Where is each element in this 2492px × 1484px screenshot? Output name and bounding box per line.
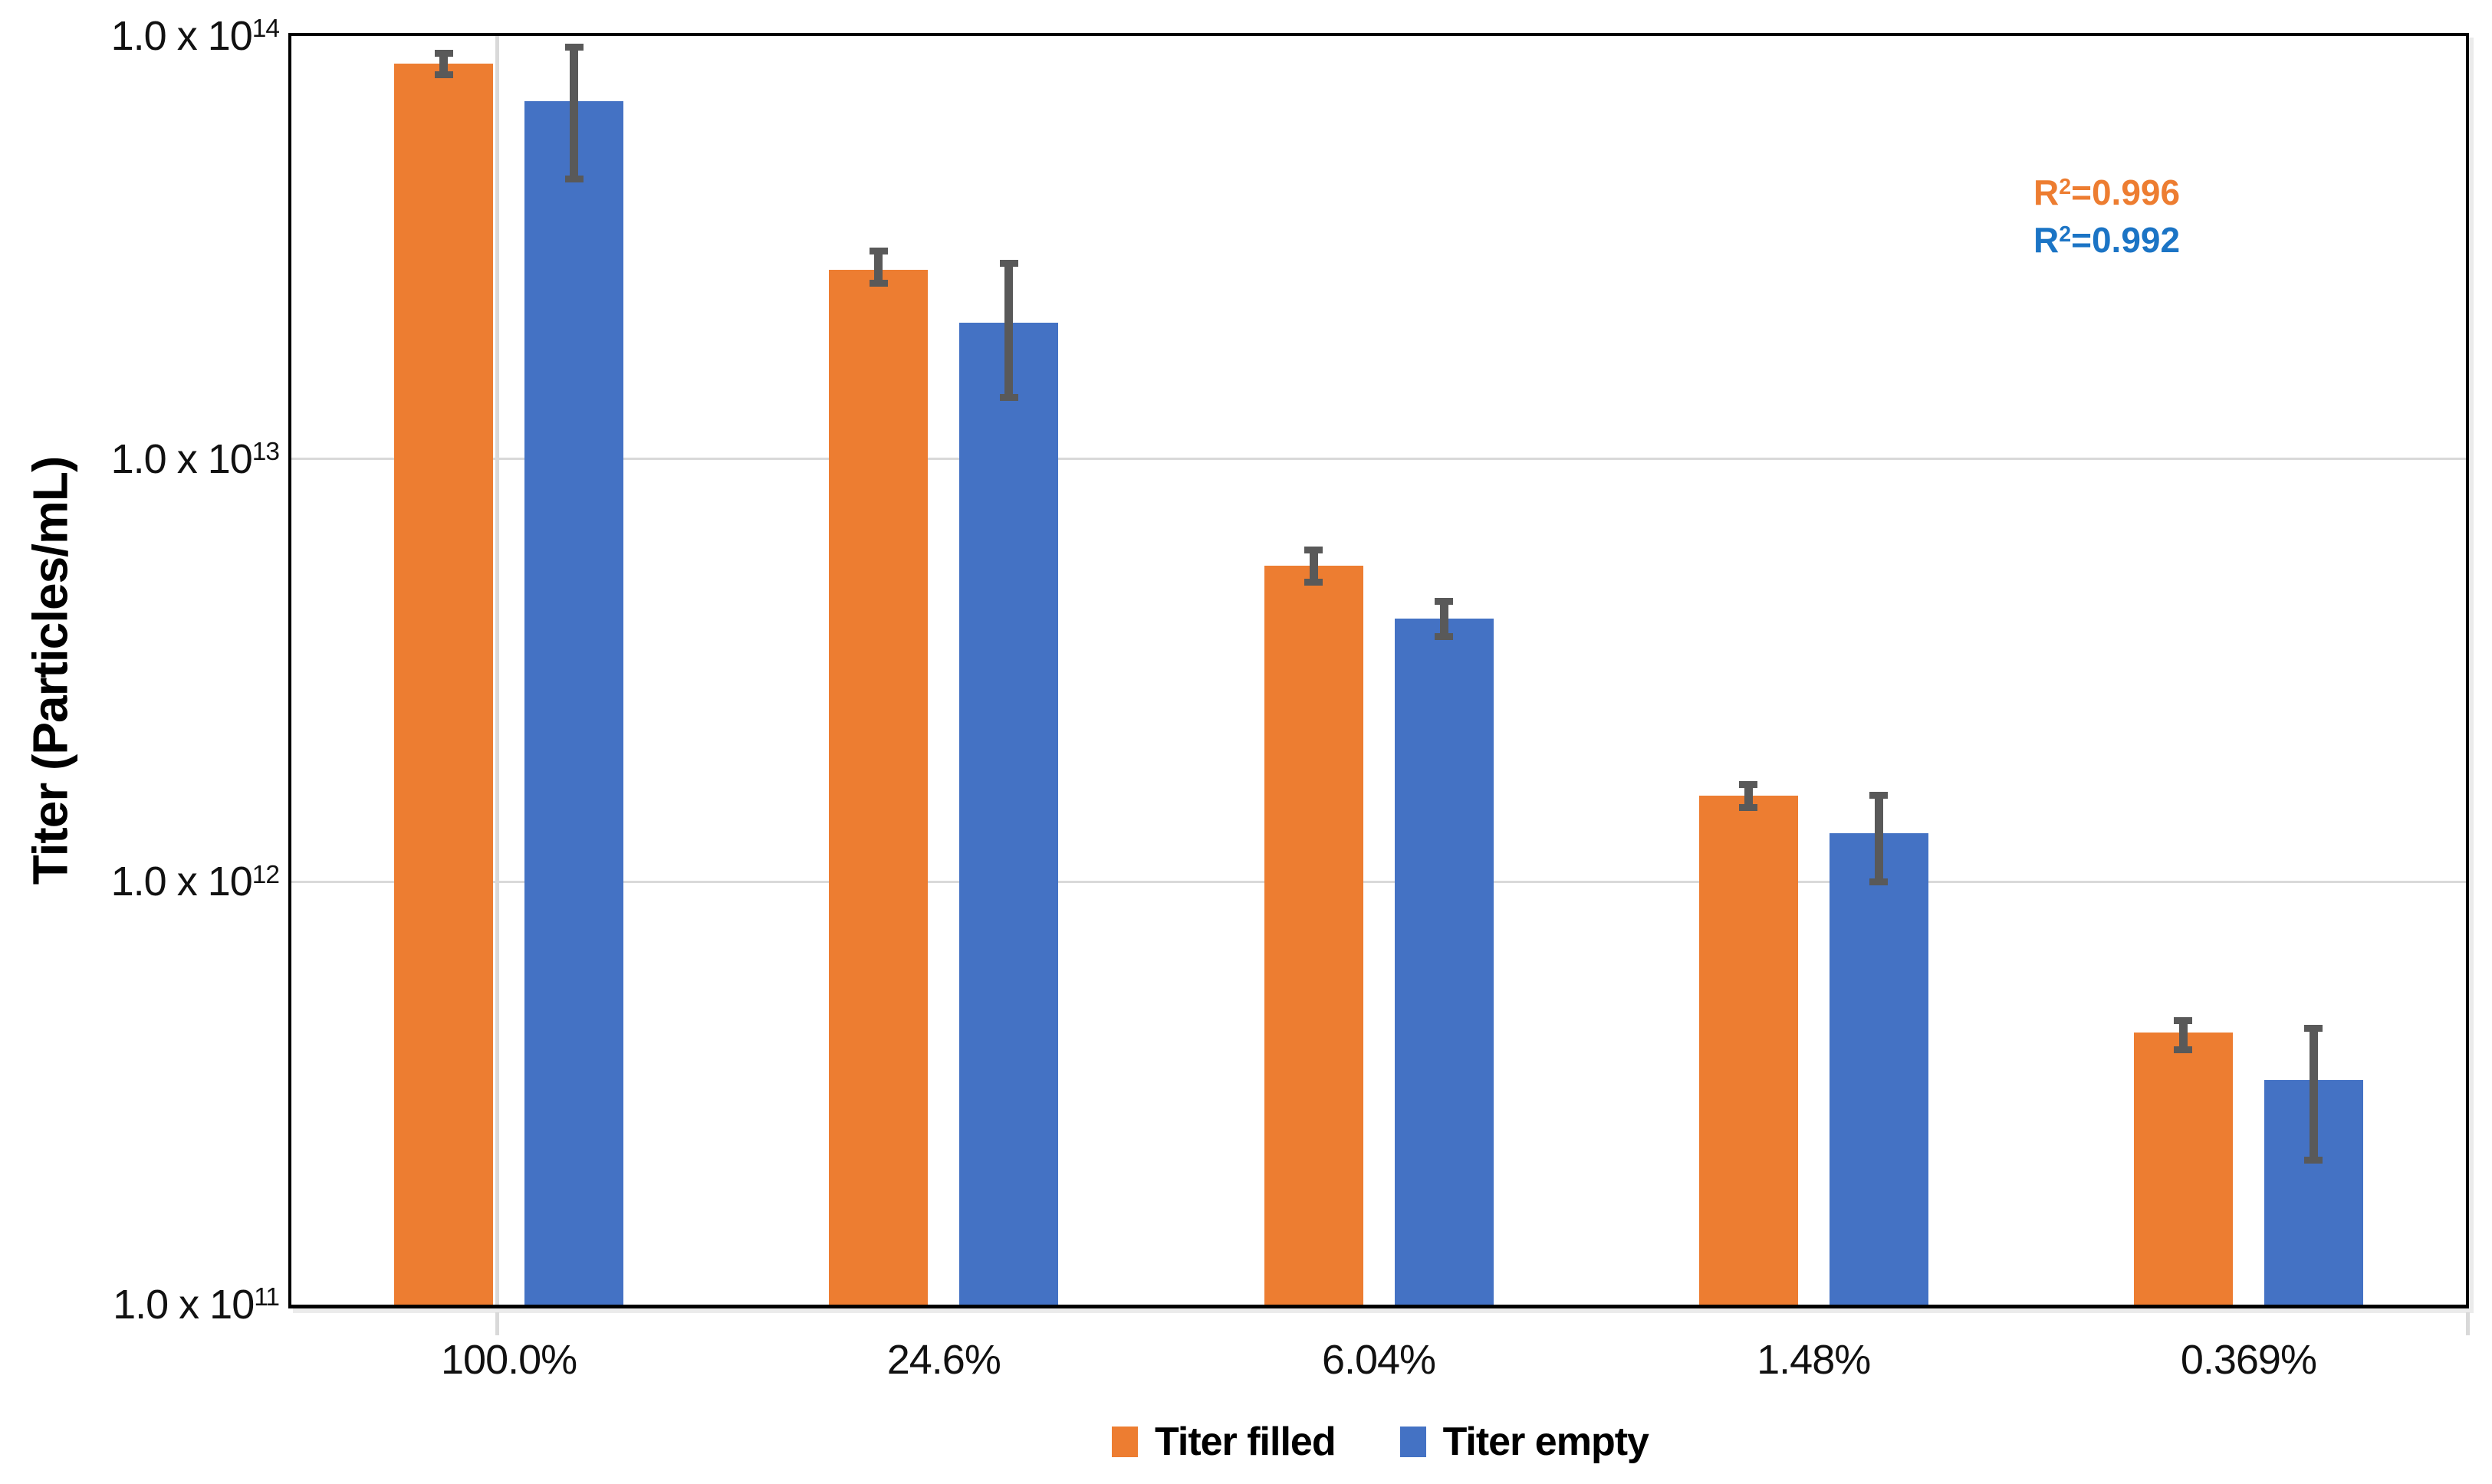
bar-titer-filled-100.0% [394, 64, 494, 1305]
error-bar-titer-filled-0.369% [2178, 1020, 2188, 1050]
bar-titer-filled-0.369% [2133, 1033, 2233, 1305]
bar-titer-empty-1.48% [1829, 833, 1928, 1305]
legend: Titer filled Titer empty [291, 1419, 2469, 1465]
error-bar-cap-low [1304, 579, 1323, 586]
error-bar-cap-high [1869, 792, 1889, 799]
x-tick-label-24.6%: 24.6% [886, 1337, 1001, 1383]
axis-tick-mark [2466, 1312, 2470, 1335]
x-tick-label-100.0%: 100.0% [441, 1337, 577, 1383]
error-bar-titer-empty-6.04% [1439, 601, 1448, 637]
error-bar-cap-high [2174, 1016, 2193, 1024]
error-bar-cap-high [1739, 780, 1758, 788]
bar-titer-filled-6.04% [1264, 565, 1363, 1305]
r-squared-titer-filled: R2=0.996 [2033, 172, 2181, 212]
error-bar-cap-low [434, 71, 453, 78]
error-bar-cap-high [1304, 546, 1323, 553]
error-bar-titer-filled-6.04% [1309, 550, 1318, 583]
axis-tick-mark [495, 1312, 499, 1335]
error-bar-titer-empty-1.48% [1874, 795, 1883, 882]
error-bar-titer-filled-24.6% [874, 251, 883, 284]
gridline-1e13 [291, 458, 2466, 461]
bar-titer-empty-100.0% [524, 101, 624, 1305]
error-bar-cap-low [1435, 632, 1453, 640]
x-tick-label-0.369%: 0.369% [2180, 1337, 2317, 1383]
legend-label-titer-empty: Titer empty [1442, 1420, 1649, 1464]
legend-item-titer-empty: Titer empty [1399, 1419, 1649, 1465]
error-bar-cap-low [999, 393, 1018, 401]
legend-item-titer-filled: Titer filled [1112, 1419, 1336, 1465]
category-center-gridline [495, 36, 499, 1305]
error-bar-cap-low [564, 175, 584, 182]
plot-area [288, 33, 2469, 1308]
y-tick-label-1e13: 1.0 x 1013 [110, 435, 280, 482]
error-bar-titer-empty-100.0% [570, 47, 579, 179]
y-axis-title-wrap: Titer (Particles/mL) [0, 33, 100, 1308]
error-bar-cap-low [1739, 803, 1758, 811]
error-bar-titer-filled-1.48% [1744, 784, 1753, 808]
y-tick-label-1e12: 1.0 x 1012 [110, 859, 280, 905]
legend-label-titer-filled: Titer filled [1155, 1420, 1336, 1464]
bar-titer-filled-1.48% [1698, 795, 1798, 1305]
legend-swatch-titer-filled [1112, 1427, 1139, 1457]
bar-titer-filled-24.6% [829, 269, 929, 1305]
error-bar-cap-low [869, 280, 888, 287]
error-bar-cap-high [869, 248, 888, 255]
error-bar-cap-high [2304, 1025, 2323, 1033]
error-bar-cap-low [2174, 1046, 2193, 1054]
r-squared-titer-empty: R2=0.992 [2033, 220, 2181, 260]
legend-swatch-titer-empty [1399, 1427, 1426, 1457]
x-tick-label-6.04%: 6.04% [1321, 1337, 1436, 1383]
y-tick-label-1e11: 1.0 x 1011 [113, 1282, 280, 1328]
error-bar-cap-high [999, 260, 1018, 268]
y-axis-title: Titer (Particles/mL) [22, 456, 77, 885]
error-bar-titer-empty-0.369% [2309, 1028, 2318, 1161]
error-bar-titer-empty-24.6% [1004, 263, 1014, 398]
gridline-1e12 [291, 880, 2466, 883]
r-squared-annotations: R2=0.996 R2=0.992 [2033, 172, 2180, 267]
plot-inner [291, 36, 2466, 1305]
error-bar-cap-high [1435, 598, 1453, 606]
bar-titer-empty-24.6% [959, 322, 1059, 1305]
y-tick-label-1e14: 1.0 x 1014 [110, 13, 280, 59]
error-bar-cap-low [1869, 878, 1889, 885]
bar-titer-empty-6.04% [1394, 618, 1494, 1305]
x-tick-label-1.48%: 1.48% [1757, 1337, 1871, 1383]
error-bar-cap-high [564, 44, 584, 51]
error-bar-cap-high [434, 50, 453, 57]
error-bar-cap-low [2304, 1156, 2323, 1164]
error-bar-titer-filled-100.0% [439, 53, 449, 75]
